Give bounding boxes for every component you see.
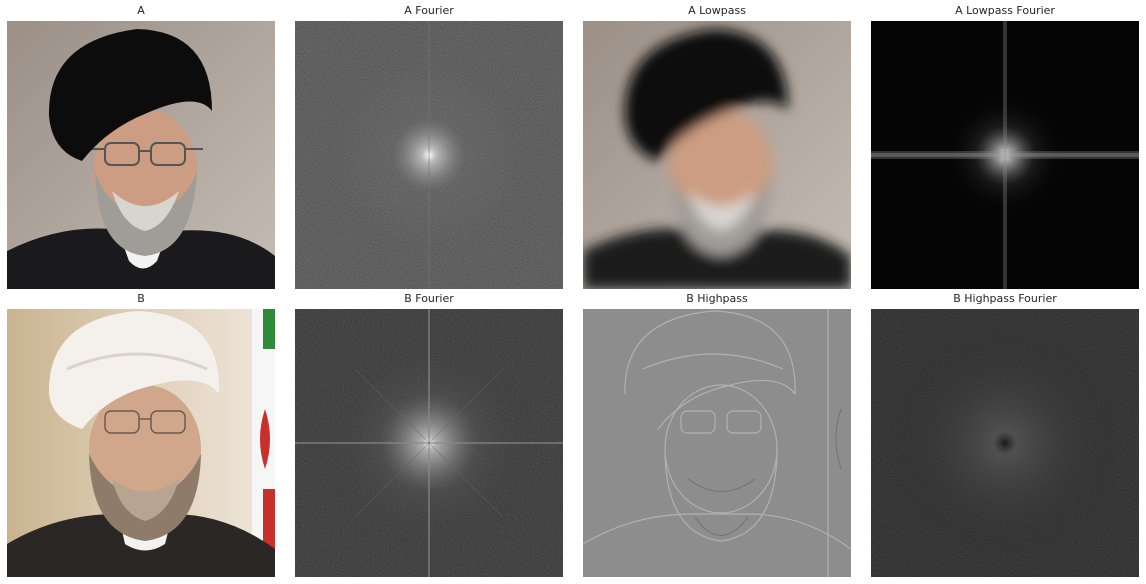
- portrait-a-image: [7, 21, 275, 289]
- b-fourier-spectrum-image: [295, 309, 563, 577]
- panel-title: B Fourier: [404, 292, 454, 305]
- b-highpass-image: [583, 309, 851, 577]
- panel-title: B Highpass Fourier: [953, 292, 1057, 305]
- panel-title: A Lowpass Fourier: [955, 4, 1055, 17]
- panel-title: B: [137, 292, 145, 305]
- portrait-b-image: [7, 309, 275, 577]
- b-highpass-fourier-spectrum-image: [871, 309, 1139, 577]
- panel-title: B Highpass: [686, 292, 748, 305]
- a-fourier-spectrum-image: [295, 21, 563, 289]
- a-lowpass-image: [583, 21, 851, 289]
- panel-title: A Fourier: [404, 4, 454, 17]
- panel-title: A: [137, 4, 145, 17]
- a-lowpass-fourier-spectrum-image: [871, 21, 1139, 289]
- panel-title: A Lowpass: [688, 4, 746, 17]
